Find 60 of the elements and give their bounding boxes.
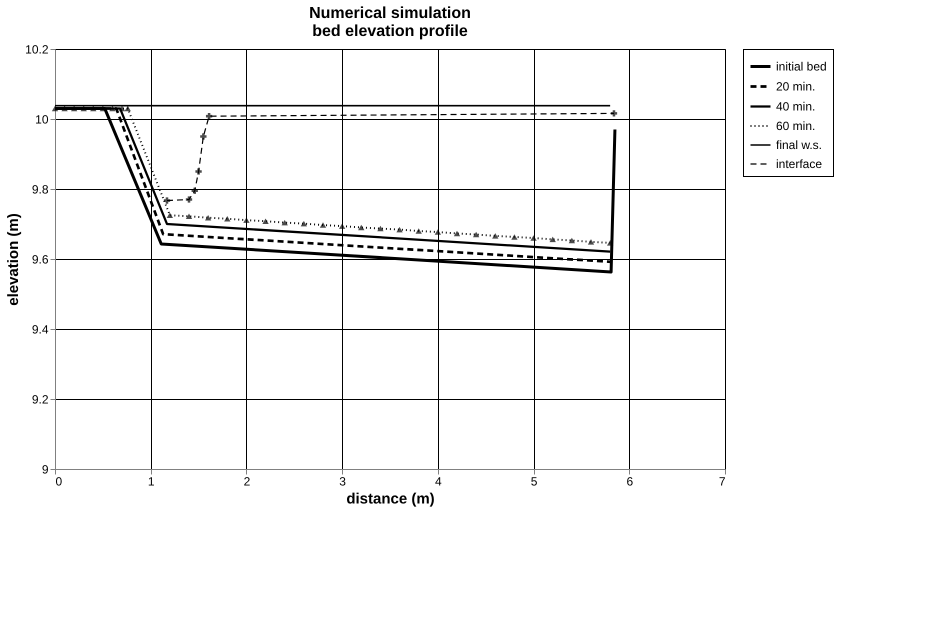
legend-label: interface — [776, 157, 822, 171]
point — [164, 197, 170, 204]
point — [530, 235, 537, 241]
legend-label: 40 min. — [776, 100, 816, 114]
y-tick-label: 10.2 — [25, 42, 49, 56]
point — [434, 229, 442, 235]
point — [186, 214, 192, 220]
x-tick-label: 4 — [435, 474, 442, 488]
legend-label: 20 min. — [776, 80, 816, 94]
y-tick-label: 9.6 — [32, 252, 49, 266]
point — [186, 196, 192, 203]
x-tick-label: 7 — [718, 474, 726, 488]
point — [550, 236, 556, 242]
point — [282, 220, 288, 226]
point — [396, 226, 403, 232]
point — [338, 223, 346, 229]
x-tick-label: 1 — [148, 474, 155, 488]
point — [610, 110, 618, 117]
x-tick-label: 2 — [244, 474, 251, 488]
point — [262, 218, 269, 224]
point — [588, 239, 594, 245]
x-tick-label: 6 — [626, 474, 634, 488]
point — [61, 106, 68, 112]
point — [300, 220, 308, 226]
point — [568, 238, 576, 244]
point — [472, 232, 480, 238]
y-tick-label: 9 — [42, 462, 49, 476]
point — [416, 228, 422, 234]
legend-label: initial bed — [776, 60, 827, 74]
y-axis-title: elevation (m) — [5, 213, 22, 306]
y-tick-label: 9.8 — [32, 182, 49, 196]
point — [192, 188, 198, 194]
x-tick-label: 5 — [530, 474, 538, 488]
point — [377, 226, 384, 232]
x-tick-label: 3 — [339, 474, 346, 488]
y-tick-label: 9.4 — [32, 322, 49, 336]
legend-label: final w.s. — [776, 138, 822, 152]
y-tick-label: 10 — [35, 112, 49, 126]
point — [606, 240, 614, 246]
point — [200, 133, 207, 140]
point — [206, 113, 212, 120]
point — [243, 217, 250, 223]
y-tick-label: 9.2 — [32, 392, 49, 406]
point — [204, 214, 212, 220]
x-tick-label: 0 — [56, 474, 62, 488]
point — [166, 212, 174, 218]
text: bed elevation profile — [312, 23, 468, 40]
text: Numerical simulation — [309, 5, 471, 22]
point — [320, 222, 326, 228]
point — [358, 224, 364, 230]
point — [492, 233, 498, 239]
point — [454, 230, 460, 236]
point — [118, 106, 126, 112]
point — [109, 106, 116, 112]
point — [195, 168, 202, 175]
point — [224, 216, 230, 222]
legend-label: 60 min. — [776, 119, 816, 133]
x-axis-title: distance (m) — [346, 490, 435, 508]
point — [511, 234, 518, 240]
point — [70, 106, 78, 112]
